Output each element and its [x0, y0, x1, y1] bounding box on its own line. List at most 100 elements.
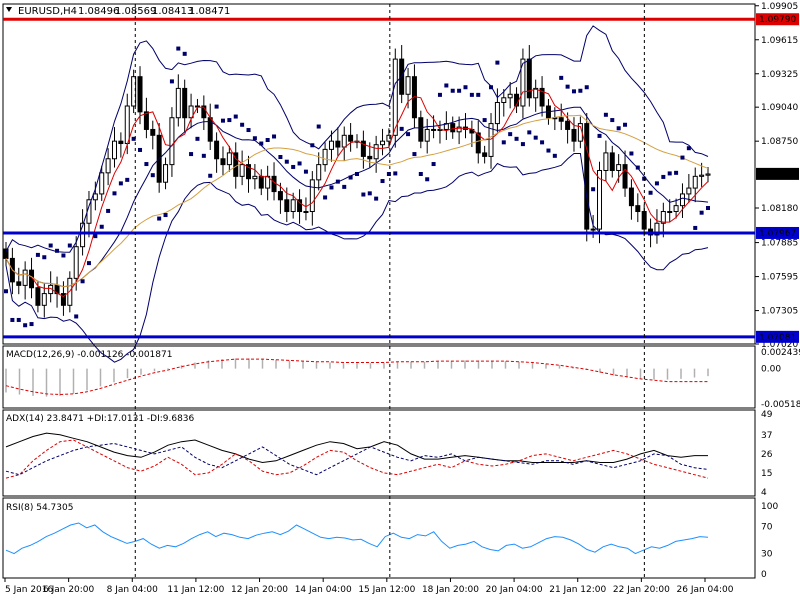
parabolic-sar-dot: [463, 85, 468, 90]
parabolic-sar-dot: [48, 243, 53, 248]
parabolic-sar-dot: [316, 124, 321, 129]
bearish-candle: [565, 120, 571, 130]
bullish-candle: [316, 164, 322, 181]
parabolic-sar-dot: [93, 234, 98, 239]
adx-panel: 49 37 26 15 4: [5, 410, 773, 498]
adx-y-tick-label: 4: [761, 488, 767, 498]
bearish-candle: [137, 76, 143, 113]
parabolic-sar-dot: [42, 255, 47, 260]
x-tick-label: 22 Jan 20:00: [613, 585, 670, 595]
macd-title: MACD(12,26,9) -0.001126 -0.001871: [6, 350, 172, 360]
parabolic-sar-dot: [571, 89, 576, 94]
bullish-candle: [520, 58, 526, 107]
parabolic-sar-dot: [310, 143, 315, 148]
parabolic-sar-dot: [303, 169, 308, 174]
bullish-candle: [705, 173, 711, 176]
parabolic-sar-dot: [380, 179, 385, 184]
bullish-candle: [252, 175, 258, 180]
bearish-candle: [418, 117, 424, 142]
parabolic-sar-dot: [259, 141, 264, 146]
adx-y-tick-label: 37: [761, 431, 772, 441]
bearish-candle: [335, 140, 341, 148]
y-tick-label: 1.09905: [761, 2, 798, 12]
bullish-candle: [328, 140, 334, 150]
parabolic-sar-dot: [654, 181, 659, 186]
parabolic-sar-dot: [125, 177, 130, 182]
x-tick-label: 18 Jan 20:00: [422, 585, 479, 595]
bullish-candle: [290, 199, 296, 213]
y-tick-label: 1.07885: [761, 239, 798, 249]
orange-moving-average-line: [5, 114, 709, 288]
x-tick-label: 5 Jan 2016: [5, 585, 53, 595]
parabolic-sar-dot: [374, 196, 379, 201]
bullish-candle: [431, 128, 437, 131]
parabolic-sar-dot: [67, 243, 72, 248]
x-tick-label: 20 Jan 04:00: [486, 585, 543, 595]
bullish-candle: [386, 134, 392, 142]
parabolic-sar-dot: [520, 142, 525, 147]
parabolic-sar-dot: [61, 253, 66, 258]
adx-minus-di-line: [5, 439, 709, 479]
parabolic-sar-dot: [35, 252, 40, 257]
bearish-candle: [60, 293, 66, 306]
bullish-candle: [603, 152, 609, 171]
y-tick-label: 1.07305: [761, 307, 798, 317]
parabolic-sar-dot: [323, 195, 328, 200]
bearish-candle: [571, 128, 577, 142]
bullish-candle: [188, 105, 194, 119]
rsi-y-tick-label: 0: [761, 570, 767, 580]
bullish-candle: [692, 175, 698, 189]
parabolic-sar-dot: [227, 118, 232, 123]
parabolic-sar-dot: [144, 162, 149, 167]
parabolic-sar-dot: [252, 136, 257, 141]
bearish-candle: [526, 58, 532, 99]
bullish-candle: [660, 211, 666, 224]
bullish-candle: [405, 76, 411, 95]
current-price-label: 1.08471: [759, 170, 796, 180]
parabolic-sar-dot: [425, 177, 430, 182]
bullish-candle: [373, 144, 379, 160]
parabolic-sar-dot: [565, 84, 570, 89]
bullish-candle: [494, 101, 500, 125]
parabolic-sar-dot: [495, 60, 500, 65]
x-tick-label: 6 Jan 20:00: [43, 585, 95, 595]
adx-title: ADX(14) 23.8471 +DI:17.0131 -DI:9.6836: [6, 414, 195, 424]
bullish-candle: [124, 105, 130, 145]
bearish-candle: [16, 281, 22, 286]
parabolic-sar-dot: [291, 164, 296, 169]
bearish-candle: [584, 123, 590, 230]
x-tick-label: 12 Jan 20:00: [231, 585, 288, 595]
bearish-candle: [214, 140, 220, 160]
bollinger-upper-band: [5, 25, 709, 253]
x-tick-label: 14 Jan 04:00: [295, 585, 352, 595]
parabolic-sar-dot: [16, 317, 21, 322]
parabolic-sar-dot: [329, 185, 334, 190]
dropdown-triangle-icon[interactable]: [6, 7, 12, 12]
parabolic-sar-dot: [578, 88, 583, 93]
bullish-candle: [616, 164, 622, 171]
bullish-candle: [73, 246, 79, 279]
parabolic-sar-dot: [80, 279, 85, 284]
parabolic-sar-dot: [348, 175, 353, 180]
rsi-y-tick-label: 30: [761, 550, 773, 560]
parabolic-sar-dot: [648, 190, 653, 195]
macd-y-tick-label: -0.005187: [761, 400, 800, 410]
parabolic-sar-dot: [501, 140, 506, 145]
x-tick-label: 11 Jan 12:00: [167, 585, 224, 595]
parabolic-sar-dot: [476, 92, 481, 97]
bullish-candle: [303, 211, 309, 214]
level-price-label: 1.09790: [759, 15, 796, 25]
parabolic-sar-dot: [540, 140, 545, 145]
parabolic-sar-dot: [214, 104, 219, 109]
bullish-candle: [380, 140, 386, 146]
bullish-candle: [488, 123, 494, 157]
parabolic-sar-dot: [603, 112, 608, 117]
parabolic-sar-dot: [361, 192, 366, 197]
bullish-candle: [597, 169, 603, 230]
bearish-candle: [143, 111, 149, 130]
parabolic-sar-dot: [431, 162, 436, 167]
parabolic-sar-dot: [176, 46, 181, 51]
y-tick-label: 1.09325: [761, 70, 798, 80]
